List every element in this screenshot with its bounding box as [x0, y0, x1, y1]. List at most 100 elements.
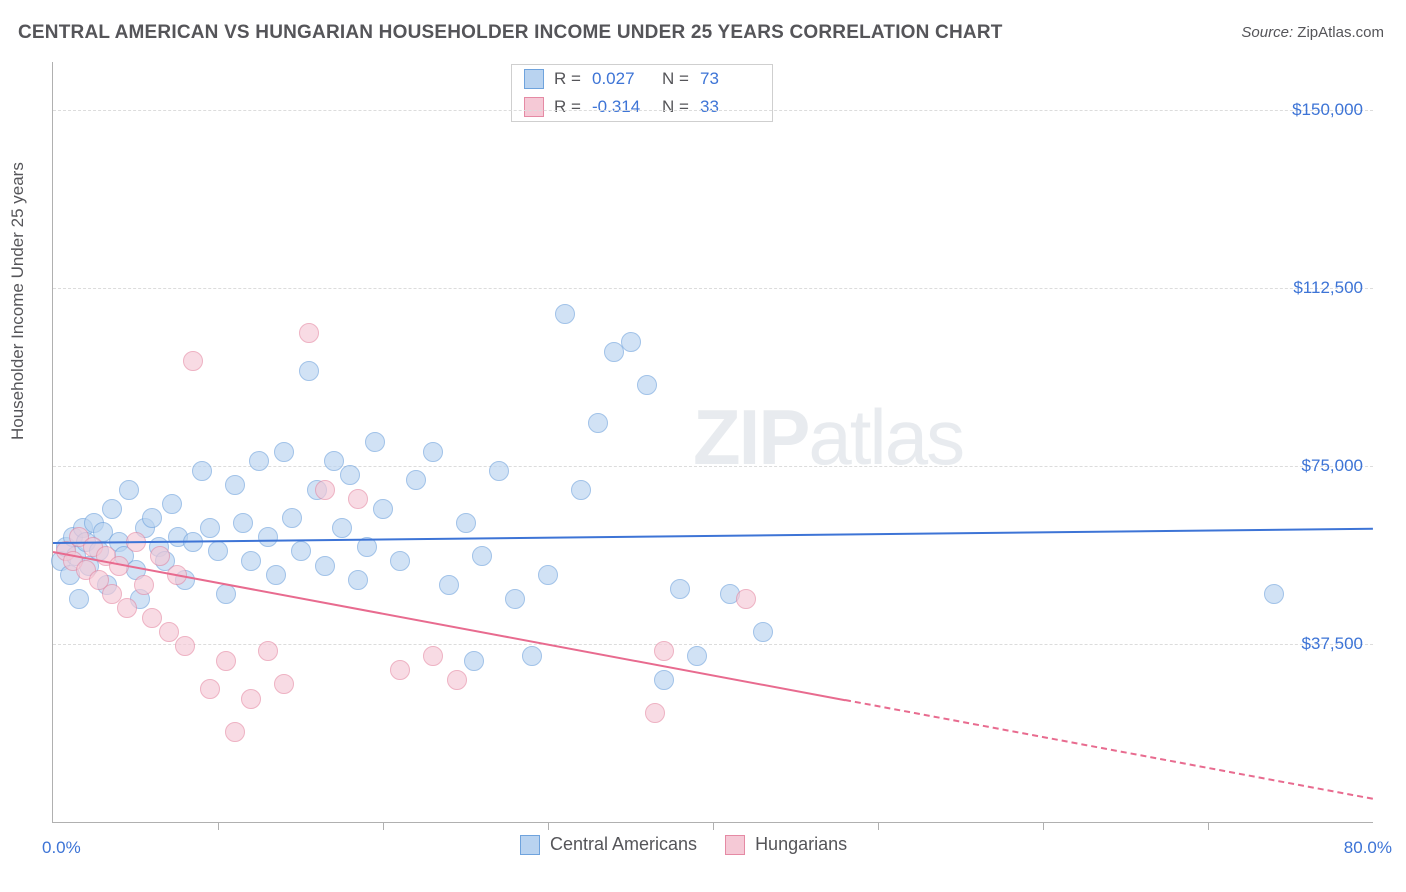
scatter-point: [150, 546, 170, 566]
scatter-point: [274, 442, 294, 462]
y-tick-label: $112,500: [1293, 278, 1363, 298]
stats-row-series-a: R = 0.027 N = 73: [512, 65, 772, 93]
chart-container: CENTRAL AMERICAN VS HUNGARIAN HOUSEHOLDE…: [0, 0, 1406, 892]
scatter-point: [406, 470, 426, 490]
stat-label-r: R =: [554, 69, 582, 89]
stats-row-series-b: R = -0.314 N = 33: [512, 93, 772, 121]
swatch-series-a: [524, 69, 544, 89]
scatter-point: [654, 670, 674, 690]
scatter-point: [687, 646, 707, 666]
x-tick: [218, 822, 219, 830]
scatter-point: [464, 651, 484, 671]
stat-label-r: R =: [554, 97, 582, 117]
legend-label-series-a: Central Americans: [550, 834, 697, 855]
scatter-point: [266, 565, 286, 585]
y-axis-label: Householder Income Under 25 years: [8, 162, 28, 440]
scatter-point: [522, 646, 542, 666]
scatter-point: [208, 541, 228, 561]
scatter-point: [505, 589, 525, 609]
stat-value-r-a: 0.027: [592, 69, 652, 89]
scatter-point: [225, 475, 245, 495]
scatter-point: [299, 361, 319, 381]
scatter-point: [142, 508, 162, 528]
trend-line-extrapolated: [845, 699, 1373, 800]
scatter-point: [1264, 584, 1284, 604]
x-tick: [548, 822, 549, 830]
scatter-point: [390, 660, 410, 680]
stat-label-n: N =: [662, 69, 690, 89]
scatter-point: [447, 670, 467, 690]
scatter-point: [489, 461, 509, 481]
stat-value-n-b: 33: [700, 97, 760, 117]
gridline: [53, 110, 1373, 111]
scatter-point: [332, 518, 352, 538]
trend-line: [53, 528, 1373, 544]
scatter-point: [216, 651, 236, 671]
scatter-point: [258, 527, 278, 547]
scatter-point: [162, 494, 182, 514]
scatter-point: [274, 674, 294, 694]
scatter-point: [102, 499, 122, 519]
chart-title: CENTRAL AMERICAN VS HUNGARIAN HOUSEHOLDE…: [18, 22, 1003, 44]
watermark: ZIPatlas: [693, 392, 963, 483]
scatter-point: [241, 689, 261, 709]
scatter-point: [315, 556, 335, 576]
scatter-point: [192, 461, 212, 481]
legend-label-series-b: Hungarians: [755, 834, 847, 855]
x-tick: [878, 822, 879, 830]
scatter-point: [117, 598, 137, 618]
x-tick: [383, 822, 384, 830]
x-tick: [1043, 822, 1044, 830]
scatter-point: [233, 513, 253, 533]
y-tick-label: $75,000: [1302, 456, 1363, 476]
scatter-point: [456, 513, 476, 533]
y-tick-label: $37,500: [1302, 634, 1363, 654]
scatter-point: [142, 608, 162, 628]
source-attribution: Source: ZipAtlas.com: [1241, 24, 1384, 41]
scatter-point: [571, 480, 591, 500]
scatter-point: [282, 508, 302, 528]
scatter-point: [315, 480, 335, 500]
x-tick: [1208, 822, 1209, 830]
scatter-point: [340, 465, 360, 485]
stats-legend: R = 0.027 N = 73 R = -0.314 N = 33: [511, 64, 773, 122]
legend-item-series-b: Hungarians: [725, 834, 847, 855]
scatter-point: [555, 304, 575, 324]
source-value: ZipAtlas.com: [1297, 24, 1384, 41]
scatter-point: [348, 570, 368, 590]
scatter-point: [348, 489, 368, 509]
stat-value-n-a: 73: [700, 69, 760, 89]
scatter-point: [736, 589, 756, 609]
plot-area: ZIPatlas R = 0.027 N = 73 R = -0.314 N =…: [52, 62, 1373, 823]
scatter-point: [654, 641, 674, 661]
scatter-point: [423, 442, 443, 462]
scatter-point: [621, 332, 641, 352]
scatter-point: [216, 584, 236, 604]
scatter-point: [183, 351, 203, 371]
scatter-point: [159, 622, 179, 642]
scatter-point: [670, 579, 690, 599]
scatter-point: [69, 589, 89, 609]
scatter-point: [249, 451, 269, 471]
gridline: [53, 644, 1373, 645]
x-max-label: 80.0%: [1344, 838, 1392, 858]
scatter-point: [200, 679, 220, 699]
swatch-series-b: [524, 97, 544, 117]
scatter-point: [390, 551, 410, 571]
scatter-point: [538, 565, 558, 585]
bottom-legend: Central Americans Hungarians: [520, 834, 847, 855]
legend-item-series-a: Central Americans: [520, 834, 697, 855]
stat-value-r-b: -0.314: [592, 97, 652, 117]
scatter-point: [324, 451, 344, 471]
scatter-point: [588, 413, 608, 433]
x-min-label: 0.0%: [42, 838, 81, 858]
x-tick: [713, 822, 714, 830]
scatter-point: [291, 541, 311, 561]
scatter-point: [119, 480, 139, 500]
scatter-point: [439, 575, 459, 595]
scatter-point: [225, 722, 245, 742]
scatter-point: [258, 641, 278, 661]
scatter-point: [472, 546, 492, 566]
stat-label-n: N =: [662, 97, 690, 117]
scatter-point: [645, 703, 665, 723]
